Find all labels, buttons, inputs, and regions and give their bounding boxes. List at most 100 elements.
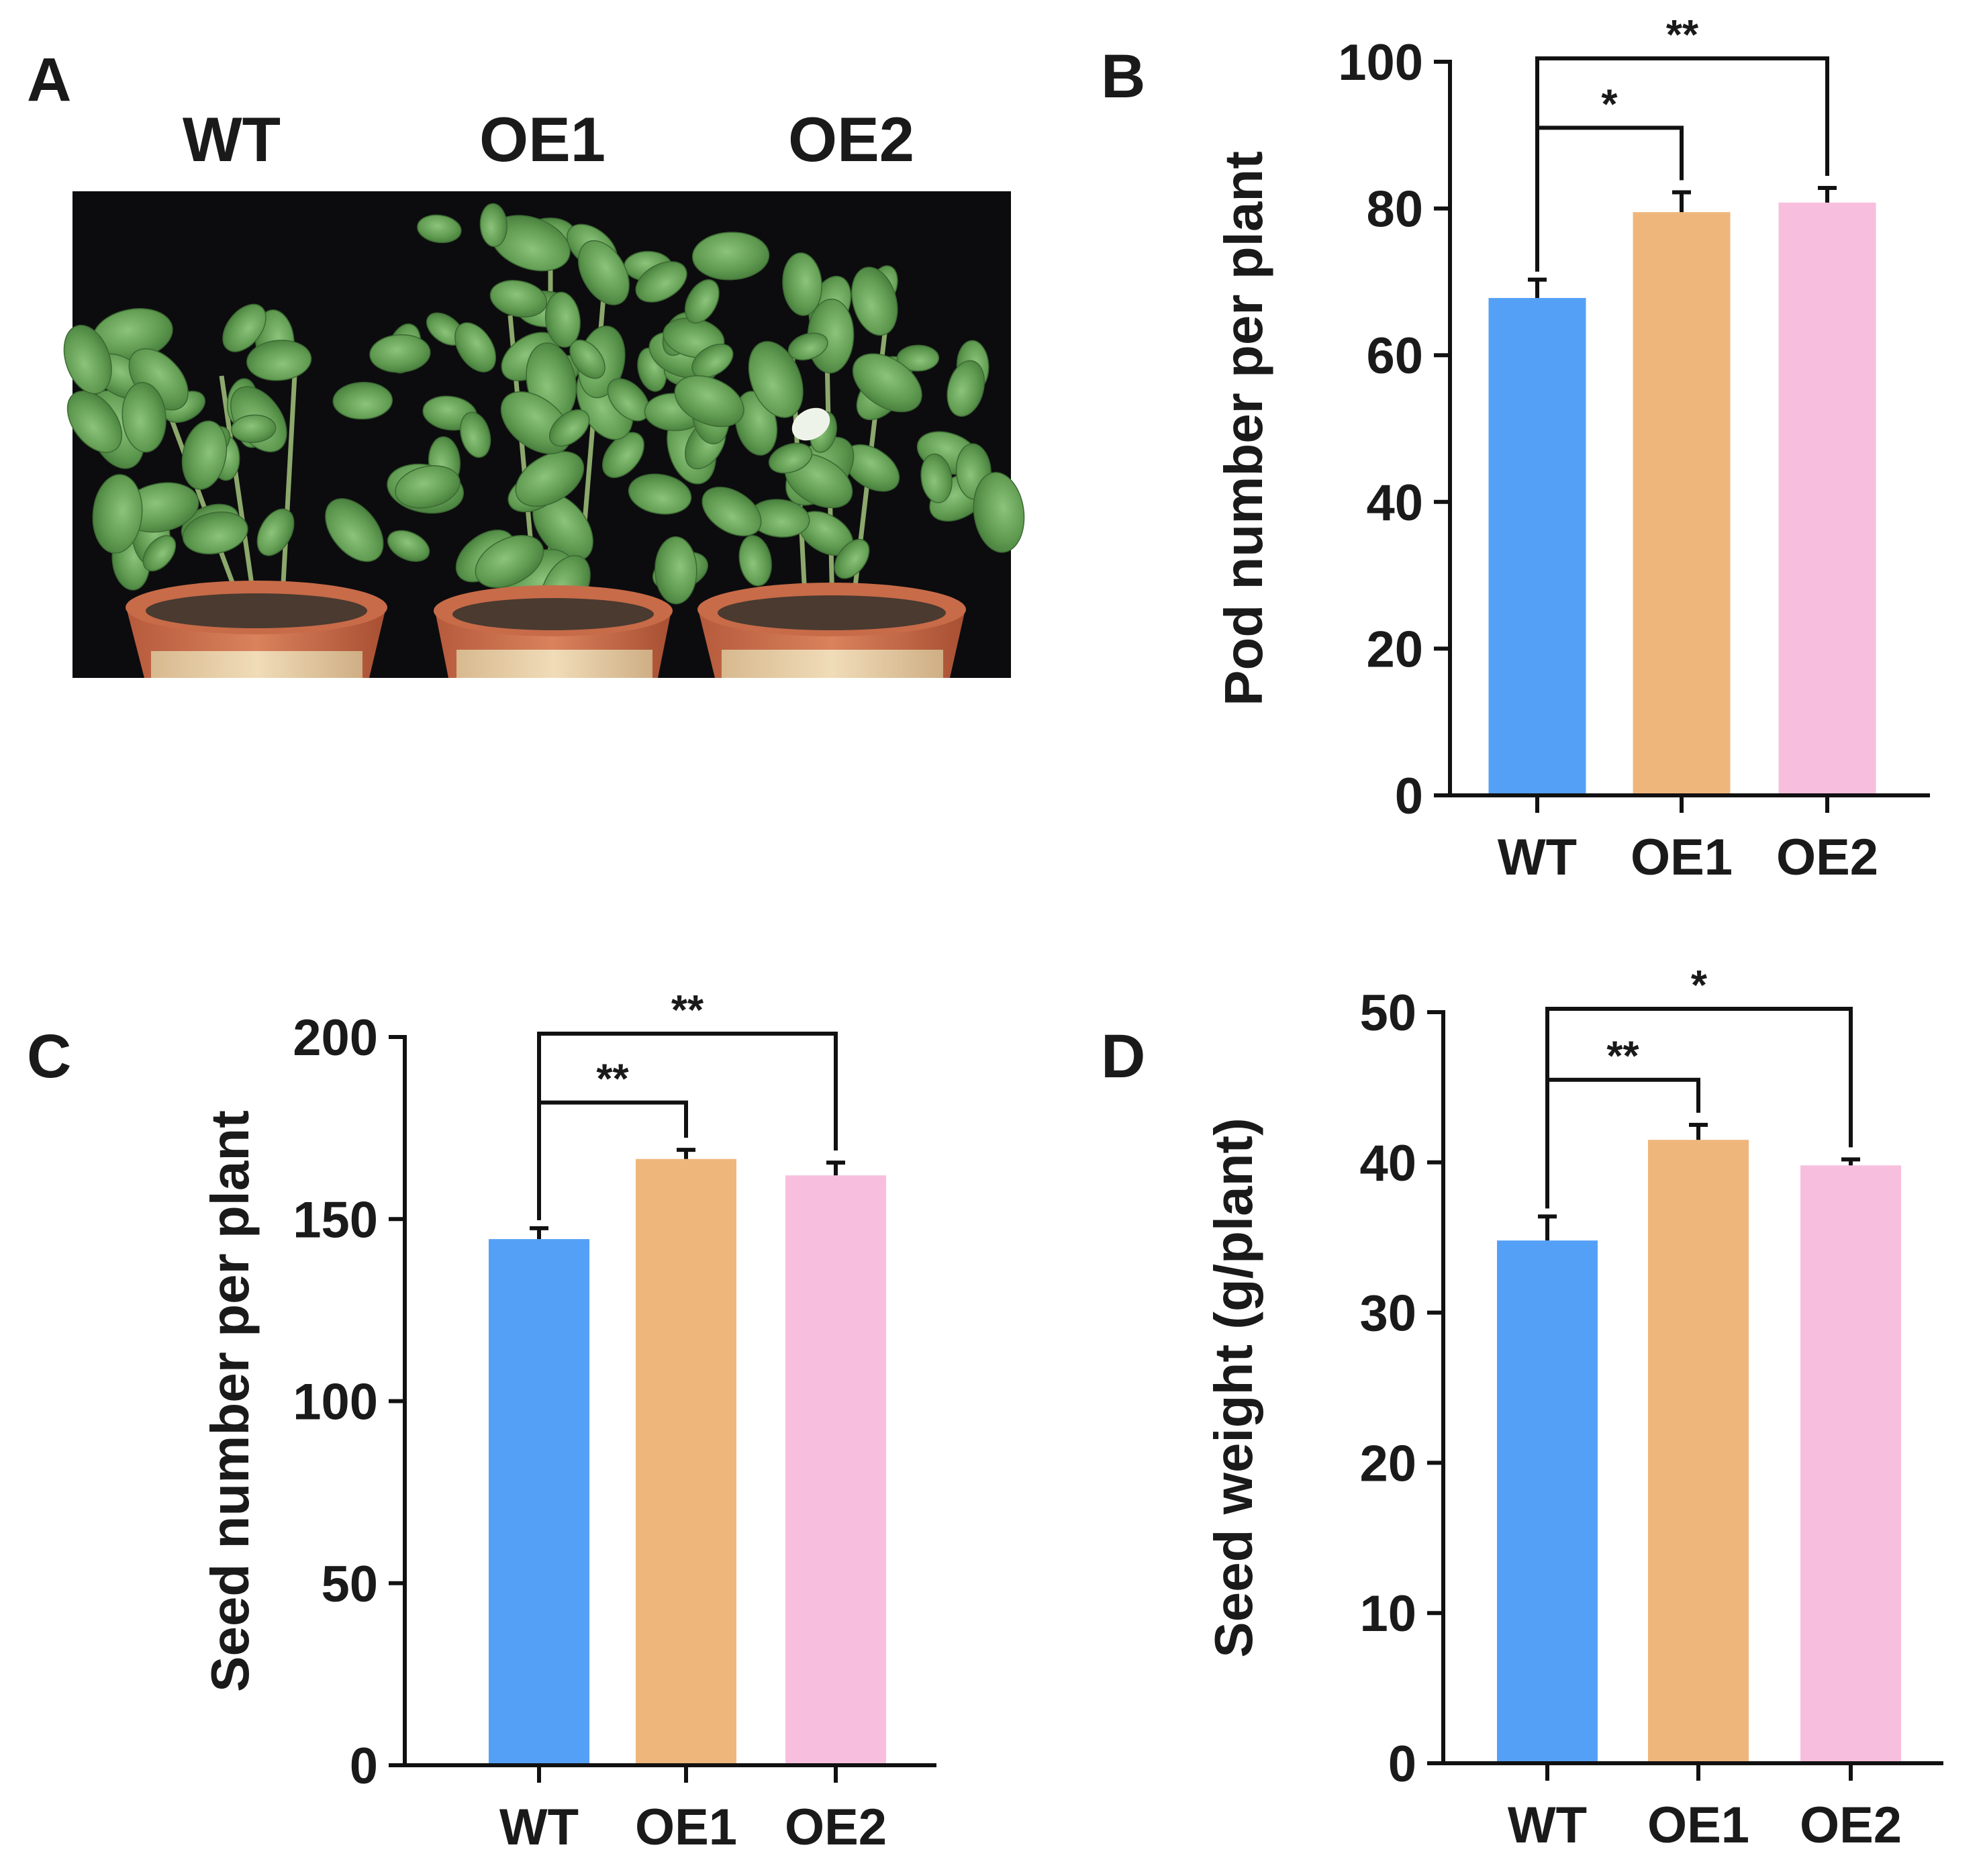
y-tick-label: 40	[1366, 475, 1423, 532]
leaf	[231, 414, 277, 443]
y-tick-label: 0	[1395, 768, 1423, 825]
bar-oe2	[785, 1175, 886, 1765]
x-tick-label-oe2: OE2	[1800, 1797, 1902, 1854]
x-tick-label-oe2: OE2	[785, 1799, 887, 1856]
leaf	[63, 324, 112, 395]
leaf	[947, 360, 985, 417]
leaf	[182, 511, 248, 554]
x-tick-label-oe2: OE2	[1776, 829, 1878, 886]
bar-oe2	[1778, 202, 1876, 796]
y-tick-label: 30	[1359, 1285, 1416, 1342]
plant-photo	[63, 191, 1025, 678]
leaf	[332, 381, 393, 420]
leaf	[66, 391, 123, 453]
significance-label: *	[1601, 81, 1618, 128]
plant-label-wt: WT	[183, 104, 281, 175]
leaf	[387, 530, 430, 562]
leaf	[475, 535, 544, 589]
chart-b: B 0 20 40 60 80 100 WT OE1 OE2 Pod number per plan…	[1101, 12, 1930, 886]
y-tick-label: 20	[1366, 621, 1423, 678]
x-tick-label-oe1: OE1	[1631, 829, 1733, 886]
bar-oe1	[1648, 1140, 1749, 1763]
leaf	[768, 442, 813, 474]
y-tick-label: 50	[1359, 985, 1416, 1042]
leaf	[782, 252, 822, 316]
y-axis-title: Seed weight (g/plant)	[1204, 1118, 1263, 1657]
significance-bracket	[1535, 56, 1829, 272]
panel-letter-b: B	[1101, 42, 1145, 111]
leaf	[489, 280, 548, 317]
significance-label: **	[596, 1056, 629, 1103]
y-tick-label: 150	[293, 1191, 378, 1248]
x-tick-label-oe1: OE1	[1647, 1797, 1749, 1854]
leaf	[92, 474, 143, 554]
leaf	[460, 411, 491, 458]
panel-letter-a: A	[27, 46, 71, 114]
chart-c: C 0 50 100 150 200 WT OE1 OE2 Seed number per pla…	[27, 987, 936, 1856]
leaf	[417, 214, 462, 244]
leaf	[181, 420, 228, 490]
y-tick-label: 80	[1366, 181, 1423, 238]
y-axis-title: Seed number per plant	[200, 1110, 260, 1692]
leaf	[674, 375, 744, 428]
leaf-highlight	[791, 407, 830, 441]
leaf	[325, 498, 384, 562]
plant-stem	[279, 362, 298, 608]
leaf	[246, 340, 312, 381]
leaf	[369, 334, 431, 373]
leaf	[602, 432, 644, 479]
y-tick-label: 200	[293, 1009, 378, 1067]
y-tick-label: 40	[1359, 1135, 1416, 1192]
leaf	[544, 291, 581, 348]
panel-letter-d: D	[1101, 1022, 1145, 1091]
chart-d: D 0 10 20 30 40 50 WT OE1 OE2 Seed weight (g/plant…	[1101, 962, 1943, 1854]
y-tick-label: 60	[1366, 328, 1423, 385]
leaf	[256, 508, 295, 556]
y-axis-title: Pod number per plant	[1214, 151, 1273, 706]
leaf	[701, 487, 762, 537]
leaf	[454, 322, 497, 373]
panel-a: A WT OE1 OE2	[27, 46, 1025, 678]
y-tick-label: 0	[1388, 1736, 1416, 1793]
leaf	[852, 353, 922, 413]
significance-bracket	[537, 1032, 838, 1220]
bar-wt	[489, 1239, 589, 1765]
leaf	[738, 535, 772, 587]
pot-wt	[126, 581, 387, 678]
leaf	[577, 240, 630, 305]
leaf	[142, 535, 177, 572]
bar-oe1	[1633, 212, 1731, 795]
plant-label-oe2: OE2	[788, 104, 914, 175]
leaf	[851, 266, 898, 336]
leaf	[395, 465, 461, 509]
significance-label: **	[671, 987, 704, 1034]
leaf	[691, 232, 770, 281]
leaf	[569, 339, 606, 379]
y-tick-label: 100	[1338, 34, 1423, 91]
leaf	[635, 261, 687, 303]
bar-wt	[1488, 297, 1586, 795]
leaf	[787, 332, 828, 360]
leaf	[748, 341, 804, 418]
pot-oe2	[697, 583, 966, 678]
y-tick-label: 10	[1359, 1585, 1416, 1642]
leaf	[479, 203, 507, 248]
y-tick-label: 20	[1359, 1435, 1416, 1492]
leaf	[834, 538, 870, 579]
leaf	[549, 409, 590, 447]
plant-stem	[219, 375, 258, 608]
y-tick-label: 50	[321, 1556, 378, 1613]
significance-label: **	[1666, 12, 1699, 58]
y-tick-label: 0	[350, 1738, 378, 1795]
leaf	[920, 453, 953, 503]
leaf	[122, 382, 166, 453]
y-tick-label: 100	[293, 1374, 378, 1431]
x-tick-label-wt: WT	[1508, 1797, 1587, 1854]
bar-oe1	[636, 1158, 736, 1765]
leaf	[515, 451, 585, 507]
x-tick-label-wt: WT	[1498, 829, 1577, 886]
leaf	[628, 473, 692, 515]
significance-label: *	[1691, 962, 1708, 1009]
leaf	[684, 279, 720, 324]
